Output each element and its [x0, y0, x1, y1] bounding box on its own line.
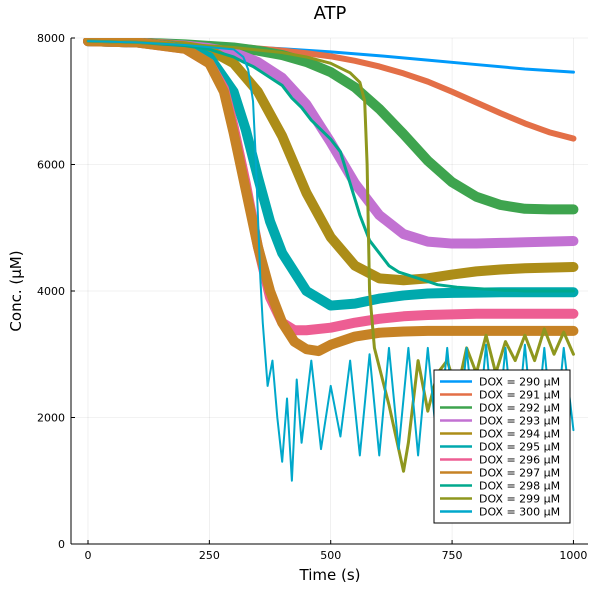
chart-title: ATP	[314, 3, 347, 24]
y-tick-label: 8000	[37, 32, 65, 45]
y-tick-label: 2000	[37, 412, 65, 425]
axes	[70, 37, 588, 545]
legend-entry-4: DOX = 293 µM	[479, 415, 560, 428]
x-tick-label: 1000	[559, 549, 587, 562]
legend-entry-8: DOX = 297 µM	[479, 467, 560, 480]
x-tick-label: 750	[442, 549, 463, 562]
legend-entry-7: DOX = 296 µM	[479, 454, 560, 467]
tick-labels: 0 250 500 750 1000 0 2000 4000 6000 8000	[37, 32, 587, 562]
legend-entry-11: DOX = 300 µM	[479, 506, 560, 519]
legend-entry-3: DOX = 292 µM	[479, 402, 560, 415]
y-axis-label: Conc. (µM)	[7, 250, 25, 331]
x-tick-label: 250	[199, 549, 220, 562]
legend-entry-10: DOX = 299 µM	[479, 493, 560, 506]
legend-entry-1: DOX = 290 µM	[479, 376, 560, 389]
series-line-9	[86, 39, 575, 293]
legend-entry-6: DOX = 295 µM	[479, 441, 560, 454]
legend-entry-5: DOX = 294 µM	[479, 428, 560, 441]
x-axis-label: Time (s)	[299, 566, 361, 584]
y-tick-label: 4000	[37, 285, 65, 298]
legend-entry-9: DOX = 298 µM	[479, 480, 560, 493]
series-line-10	[86, 39, 575, 473]
x-tick-label: 500	[320, 549, 341, 562]
series-line-8	[82, 38, 579, 357]
legend-entry-2: DOX = 291 µM	[479, 389, 560, 402]
plot-area	[82, 38, 579, 482]
y-tick-label: 0	[58, 538, 65, 551]
y-tick-label: 6000	[37, 159, 65, 172]
x-tick-label: 0	[84, 549, 91, 562]
